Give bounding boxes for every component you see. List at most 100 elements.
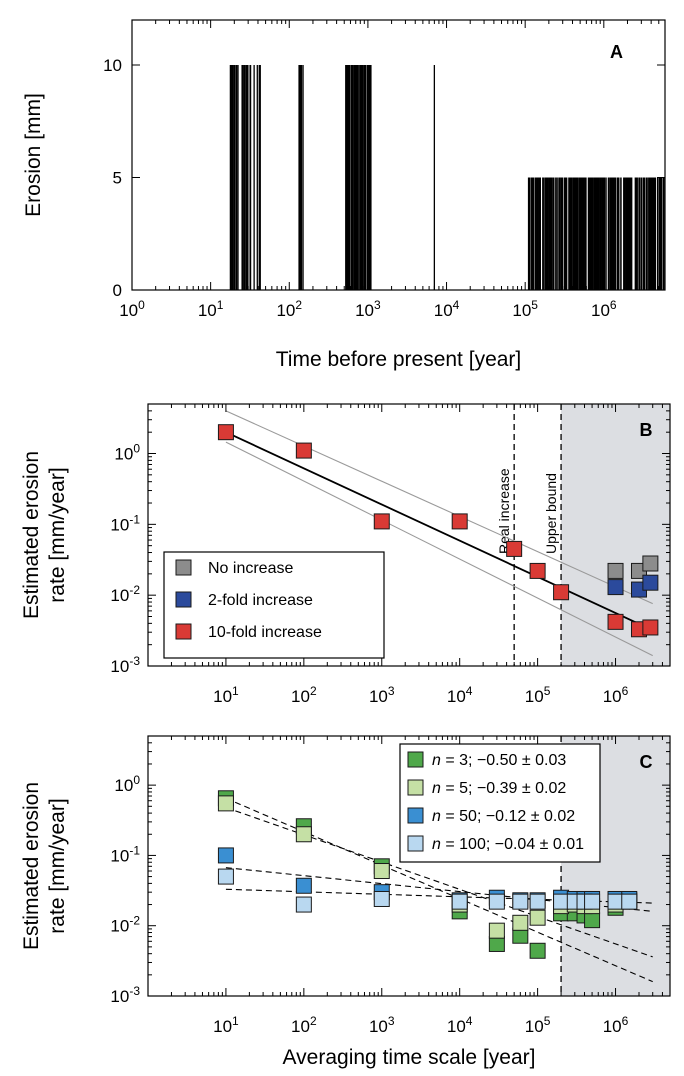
x-tick-label-base: 10 xyxy=(213,687,232,706)
data-point xyxy=(642,555,659,572)
x-tick-label-exponent: 5 xyxy=(544,684,551,698)
y-tick-label: 5 xyxy=(113,169,122,188)
x-tick-label-exponent: 2 xyxy=(310,1014,317,1028)
legend-label-part: 50 xyxy=(459,808,477,825)
y-tick-label-base: 10 xyxy=(110,987,129,1006)
x-tick-label-exponent: 4 xyxy=(453,298,460,312)
x-tick-label: 103 xyxy=(369,1014,395,1036)
series-2 xyxy=(217,424,659,638)
data-point xyxy=(584,893,601,910)
data-point xyxy=(488,922,505,939)
x-tick-label: 105 xyxy=(512,298,538,320)
x-tick-label: 105 xyxy=(525,1014,551,1036)
data-point xyxy=(451,893,468,910)
x-tick-label: 100 xyxy=(119,298,145,320)
x-tick-label-base: 10 xyxy=(525,687,544,706)
x-tick-label-exponent: 3 xyxy=(374,298,381,312)
y-tick-label-base: 10 xyxy=(110,917,129,936)
x-tick-label-exponent: 1 xyxy=(217,298,224,312)
data-point xyxy=(506,540,523,557)
x-tick-label-base: 10 xyxy=(603,1017,622,1036)
y-tick-label-base: 10 xyxy=(110,846,129,865)
x-tick-label: 101 xyxy=(198,298,224,320)
x-tick-label: 106 xyxy=(603,1014,629,1036)
x-tick-label-base: 10 xyxy=(447,1017,466,1036)
x-tick-label-base: 10 xyxy=(291,687,310,706)
legend-label-part: 5 xyxy=(459,780,468,797)
data-point xyxy=(607,893,624,910)
x-tick-label: 106 xyxy=(603,684,629,706)
x-tick-label: 103 xyxy=(355,298,381,320)
panel-c: 101 102 103 104 105 10610-310-210-1100CEstima… xyxy=(20,735,671,1069)
legend-label: No increase xyxy=(208,560,293,577)
data-point xyxy=(553,584,570,601)
x-tick-label: 104 xyxy=(447,684,473,706)
y-tick-label: 10-3 xyxy=(110,654,140,676)
y-tick-label-base: 10 xyxy=(110,515,129,534)
vertical-marker-label: Upper bound xyxy=(543,473,559,554)
data-point xyxy=(488,935,505,952)
data-point xyxy=(217,868,234,885)
panel-label: C xyxy=(640,752,653,772)
y-tick-label-exponent: -2 xyxy=(129,583,140,597)
x-axis-label: Time before present [year] xyxy=(276,348,522,371)
legend-label: n = 3; −0.50 ± 0.03 xyxy=(432,752,566,769)
legend-label-part: 100 xyxy=(459,836,486,853)
y-tick-label-base: 10 xyxy=(110,657,129,676)
legend-label: n = 100; −0.04 ± 0.01 xyxy=(432,836,584,853)
legend-label-part: n xyxy=(432,752,441,769)
y-tick-label-exponent: 0 xyxy=(133,773,140,787)
y-axis-label-line: Estimated erosion xyxy=(20,451,43,619)
y-tick-label: 0 xyxy=(113,281,122,300)
data-point xyxy=(295,826,312,843)
x-tick-label: 102 xyxy=(276,298,302,320)
data-point xyxy=(217,795,234,812)
x-tick-label-exponent: 5 xyxy=(531,298,538,312)
data-point xyxy=(529,893,546,910)
data-point xyxy=(607,613,624,630)
data-point xyxy=(584,912,601,929)
data-point xyxy=(373,513,390,530)
x-tick-label-exponent: 6 xyxy=(622,684,629,698)
data-point xyxy=(529,942,546,959)
x-tick-label-base: 10 xyxy=(198,301,217,320)
legend-label-part: = xyxy=(441,808,459,825)
data-point xyxy=(621,893,638,910)
y-tick-label-exponent: -3 xyxy=(129,984,140,998)
y-tick-label: 100 xyxy=(114,773,140,795)
y-tick-label-exponent: 0 xyxy=(133,442,140,456)
data-point xyxy=(607,579,624,596)
x-tick-label-base: 10 xyxy=(369,1017,388,1036)
x-tick-label: 101 xyxy=(213,684,239,706)
legend-label-part: = xyxy=(441,780,459,797)
x-tick-label-base: 10 xyxy=(434,301,453,320)
legend-label: 10-fold increase xyxy=(208,624,322,641)
x-tick-label-exponent: 6 xyxy=(610,298,617,312)
x-tick-label-exponent: 3 xyxy=(388,684,395,698)
x-tick-label: 103 xyxy=(369,684,395,706)
series-3 xyxy=(217,868,638,913)
legend-swatch xyxy=(175,559,192,576)
data-point xyxy=(529,562,546,579)
y-tick-label: 10-1 xyxy=(110,512,140,534)
x-tick-label-exponent: 4 xyxy=(466,684,473,698)
x-tick-label-exponent: 3 xyxy=(388,1014,395,1028)
legend-label-part: n xyxy=(432,808,441,825)
y-tick-label-exponent: -1 xyxy=(129,843,140,857)
data-point xyxy=(295,877,312,894)
erosion-events xyxy=(229,65,665,290)
legend-box xyxy=(399,743,601,863)
panel-label: A xyxy=(610,42,623,62)
y-tick-label: 10-2 xyxy=(110,914,140,936)
data-point xyxy=(373,890,390,907)
data-point xyxy=(217,847,234,864)
data-point xyxy=(217,424,234,441)
y-axis-label: Estimated erosion rate [mm/year] xyxy=(20,451,69,619)
x-tick-label: 104 xyxy=(434,298,460,320)
data-point xyxy=(295,896,312,913)
data-point xyxy=(512,893,529,910)
x-tick-label: 101 xyxy=(213,1014,239,1036)
y-tick-label: 10-1 xyxy=(110,843,140,865)
